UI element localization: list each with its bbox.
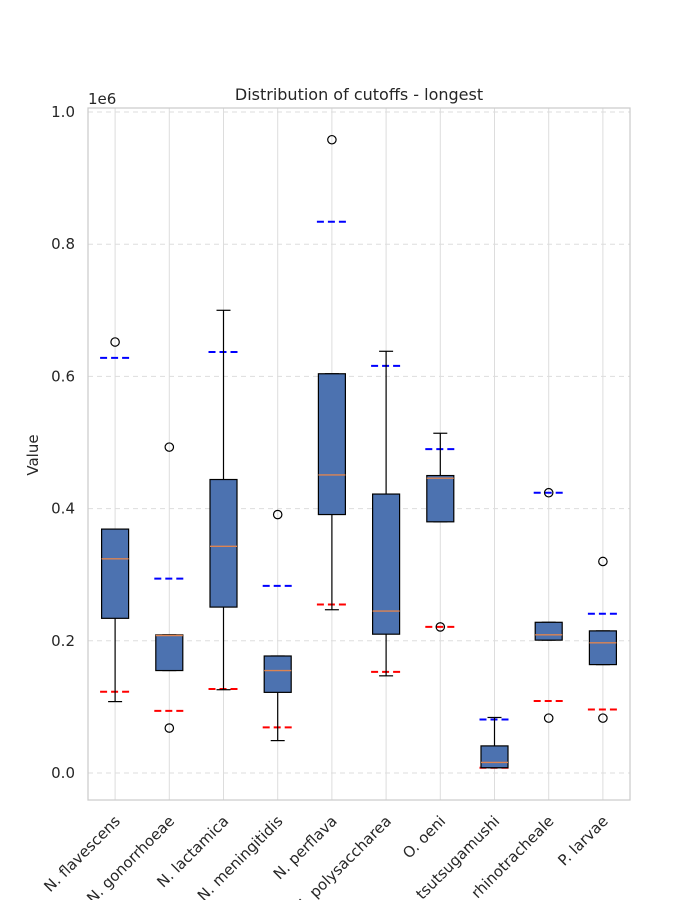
y-tick-label: 0.2 xyxy=(51,632,75,650)
box-body xyxy=(534,621,563,641)
y-axis-exponent: 1e6 xyxy=(88,90,116,108)
box-layer xyxy=(100,134,618,769)
box-body xyxy=(426,474,455,523)
y-tick-label: 0.6 xyxy=(51,367,75,385)
box-body xyxy=(263,655,292,693)
x-tick-label: O. oeni xyxy=(399,812,449,862)
x-tick-label: P. larvae xyxy=(554,812,611,869)
axes-frame xyxy=(87,107,631,801)
box-6 xyxy=(372,350,401,677)
outlier-point xyxy=(598,556,608,567)
reference-line-layer xyxy=(100,220,618,769)
outlier-point xyxy=(164,723,175,733)
outlier-point xyxy=(543,487,554,498)
box-body xyxy=(588,630,618,666)
box-body xyxy=(100,528,130,619)
box-3 xyxy=(209,309,238,691)
y-axis-label: Value xyxy=(24,434,42,475)
box-9 xyxy=(534,487,563,723)
outlier-point xyxy=(327,134,337,145)
outlier-point xyxy=(164,442,175,452)
box-body xyxy=(155,634,184,672)
outlier-point xyxy=(435,622,446,632)
y-tick-label: 1.0 xyxy=(51,103,75,121)
box-body xyxy=(372,493,401,635)
y-tick-label: 0.0 xyxy=(51,764,75,782)
box-body xyxy=(209,478,238,608)
box-8 xyxy=(480,716,509,769)
y-tick-label: 0.4 xyxy=(51,500,75,518)
box-1 xyxy=(100,337,130,703)
y-tick-label: 0.8 xyxy=(51,235,75,253)
box-2 xyxy=(155,442,184,733)
outlier-point xyxy=(543,713,554,723)
chart-title: Distribution of cutoffs - longest xyxy=(235,85,483,104)
box-body xyxy=(317,373,346,516)
y-tick-labels: 0.0 0.2 0.4 0.6 0.8 1.0 xyxy=(51,103,75,782)
box-10 xyxy=(588,556,618,723)
outlier-point xyxy=(598,713,608,723)
box-5 xyxy=(317,134,346,611)
box-body xyxy=(480,745,509,769)
box-4 xyxy=(263,509,292,742)
outlier-point xyxy=(272,509,283,520)
grid-layer xyxy=(88,108,630,800)
box-7 xyxy=(426,432,455,632)
outlier-point xyxy=(110,337,120,347)
